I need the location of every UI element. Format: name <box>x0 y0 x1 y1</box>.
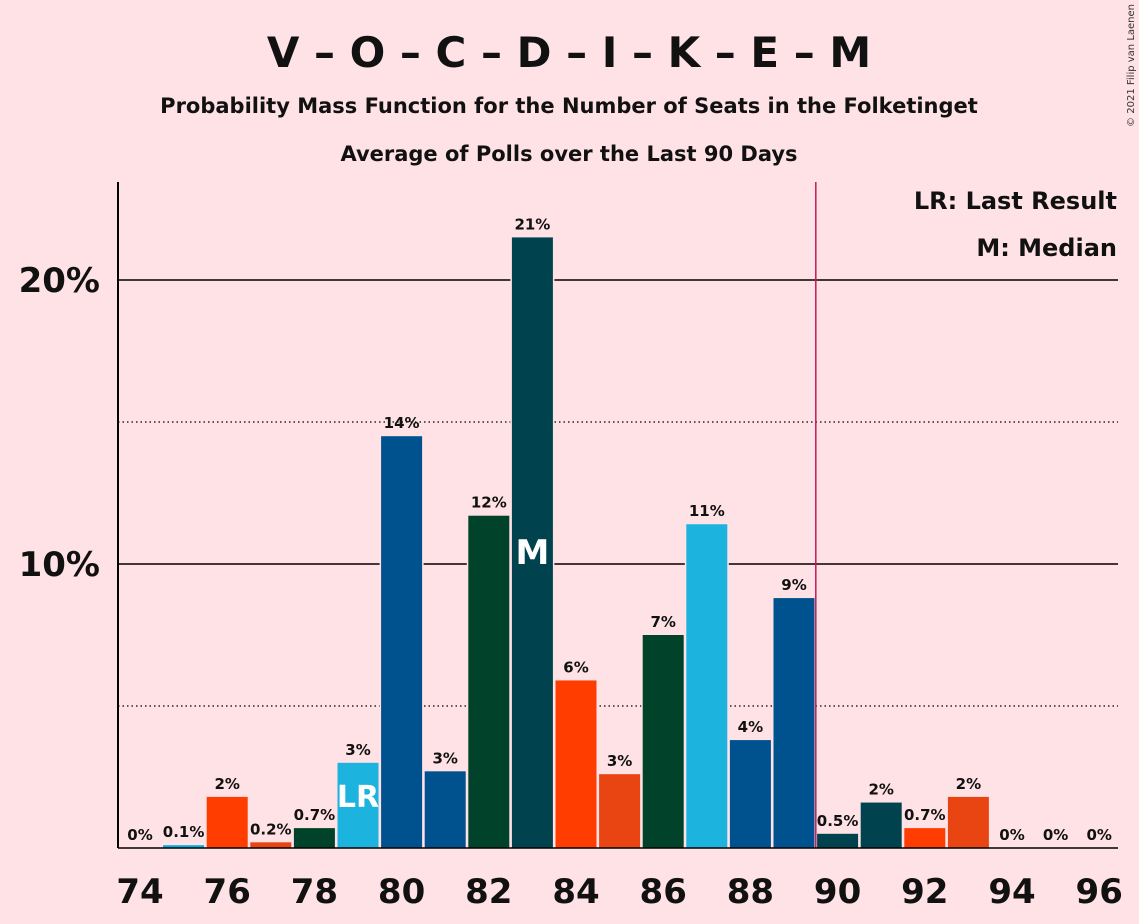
x-tick-label: 82 <box>465 872 512 912</box>
bar-value-label: 0% <box>1086 826 1111 844</box>
bar-value-label: 12% <box>471 494 507 512</box>
bar <box>381 436 423 848</box>
bar-value-label: 11% <box>689 502 725 520</box>
bar <box>904 828 946 848</box>
bar-value-label: 0.7% <box>294 806 336 824</box>
chart-subtitle-2: Average of Polls over the Last 90 Days <box>340 142 797 166</box>
bar-value-label: 3% <box>607 752 632 770</box>
bar-value-label: 0% <box>999 826 1024 844</box>
bar <box>206 796 248 848</box>
bar-value-label: 0% <box>1043 826 1068 844</box>
bar-value-label: 3% <box>432 749 457 767</box>
chart-title: V – O – C – D – I – K – E – M <box>267 28 871 77</box>
bar <box>686 524 728 848</box>
bar <box>555 680 597 848</box>
bar <box>468 515 510 848</box>
bar-value-label: 3% <box>345 741 370 759</box>
last-result-marker: LR <box>337 780 379 815</box>
bar-value-label: 0% <box>127 826 152 844</box>
bar <box>773 598 815 848</box>
bar-value-label: 21% <box>514 215 550 233</box>
bar <box>860 802 902 848</box>
bar <box>947 796 989 848</box>
bar-value-label: 2% <box>214 775 239 793</box>
bar <box>642 635 684 848</box>
x-tick-label: 76 <box>204 872 251 912</box>
bar <box>424 771 466 848</box>
bar <box>293 828 335 848</box>
bar-value-label: 2% <box>868 781 893 799</box>
bar-value-label: 4% <box>738 718 763 736</box>
x-tick-label: 94 <box>988 872 1035 912</box>
median-marker: M <box>515 533 549 573</box>
x-tick-label: 80 <box>378 872 425 912</box>
x-tick-label: 96 <box>1076 872 1123 912</box>
axes: 10% 20% 74 76 78 80 82 84 86 88 90 92 94 96 <box>19 182 1123 912</box>
bar-labels: 0% 0.1%2%0.2%0.7%3%14%3%12%21%6%3%7%11%4%… <box>127 215 1112 844</box>
bar-value-label: 6% <box>563 658 588 676</box>
bar <box>817 833 859 848</box>
bar <box>511 237 553 848</box>
bar <box>250 842 292 848</box>
bar-value-label: 9% <box>781 576 806 594</box>
bar <box>599 774 641 848</box>
legend-last-result: LR: Last Result <box>914 187 1117 215</box>
copyright-note: © 2021 Filip van Laenen <box>1126 4 1137 127</box>
x-tick-label: 88 <box>727 872 774 912</box>
x-tick-label: 74 <box>116 872 163 912</box>
bars <box>161 235 991 848</box>
legend-median: M: Median <box>976 234 1117 262</box>
bar-value-label: 0.2% <box>250 820 292 838</box>
bar-value-label: 0.1% <box>163 823 205 841</box>
bar <box>729 740 771 848</box>
x-tick-label: 90 <box>814 872 861 912</box>
bar-value-label: 0.7% <box>904 806 946 824</box>
x-tick-label: 78 <box>291 872 338 912</box>
x-tick-label: 86 <box>640 872 687 912</box>
chart-subtitle: Probability Mass Function for the Number… <box>160 94 978 118</box>
x-tick-label: 84 <box>552 872 599 912</box>
bar <box>163 845 205 848</box>
bar-value-label: 14% <box>384 414 420 432</box>
y-tick-label: 20% <box>19 261 100 301</box>
bar-value-label: 0.5% <box>817 812 859 830</box>
bar <box>337 762 379 848</box>
gridlines <box>118 279 1118 707</box>
y-tick-label: 10% <box>19 545 100 585</box>
x-tick-label: 92 <box>901 872 948 912</box>
bar-value-label: 2% <box>956 775 981 793</box>
bar-value-label: 7% <box>650 613 675 631</box>
